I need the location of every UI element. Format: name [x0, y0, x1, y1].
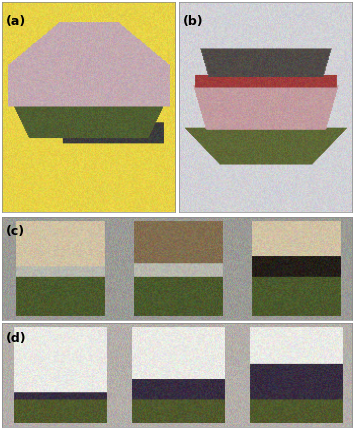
Text: (b): (b) [183, 15, 204, 28]
Text: (d): (d) [6, 332, 27, 344]
Text: (a): (a) [6, 15, 27, 28]
Text: (c): (c) [6, 225, 25, 239]
